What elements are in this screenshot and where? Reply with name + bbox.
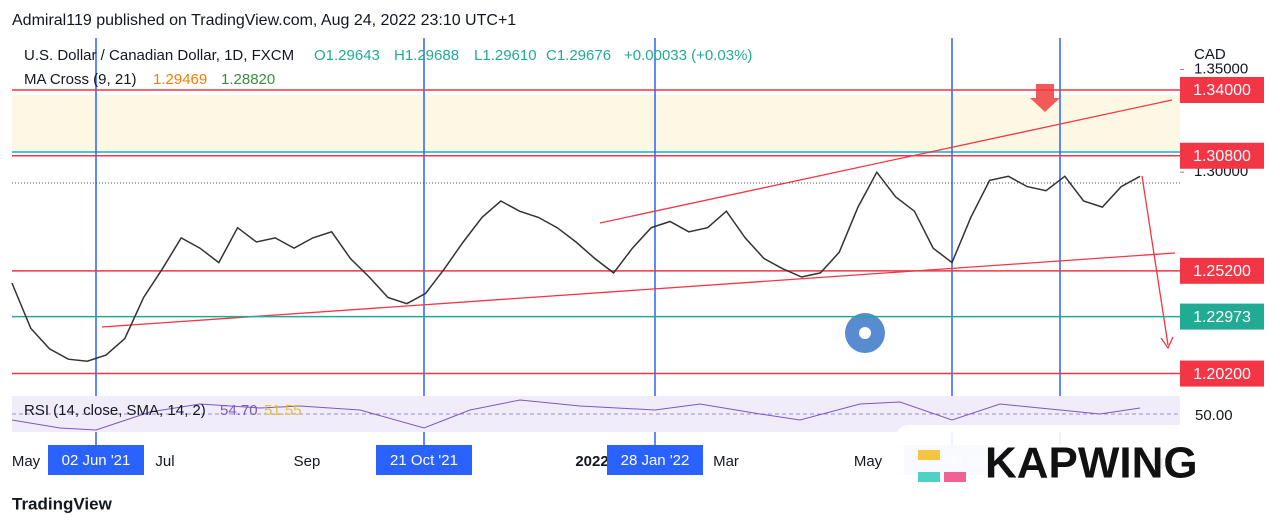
date-tag bbox=[48, 445, 144, 475]
rsi-value: 54.70 bbox=[220, 402, 258, 419]
x-tick-label: Sep bbox=[294, 453, 321, 470]
logo bbox=[944, 472, 966, 482]
ohlc-value: H1.29688 bbox=[394, 47, 459, 64]
ohlc-value: O1.29643 bbox=[314, 47, 380, 64]
level-tag bbox=[1180, 257, 1264, 284]
level-label: 1.30800 bbox=[1193, 148, 1251, 165]
date-label: 28 Jan '22 bbox=[621, 452, 690, 469]
x-tick-label: 2022 bbox=[575, 453, 608, 470]
rsi-line bbox=[11, 399, 1141, 431]
indicator-name: MA Cross (9, 21) bbox=[24, 71, 137, 88]
ohlc: O1.29643 H1.29688 L1.29610 C1.29676 +0.00033… bbox=[314, 47, 752, 64]
rsi-tick: 50.00 bbox=[1195, 407, 1233, 424]
level-label: 1.22973 bbox=[1193, 309, 1251, 326]
watermark: KAPWING bbox=[985, 439, 1198, 488]
level-label: 1.34000 bbox=[1193, 82, 1251, 99]
ma-fast: 1.29469 bbox=[153, 71, 207, 88]
logo bbox=[918, 472, 940, 482]
x-tick-label: May bbox=[12, 453, 41, 470]
x-tick-label: Jul bbox=[155, 453, 174, 470]
date-label: 21 Oct '21 bbox=[390, 452, 458, 469]
level-tag bbox=[1180, 142, 1264, 169]
date-label: 02 Jun '21 bbox=[62, 452, 131, 469]
x-tick-label: May bbox=[854, 453, 883, 470]
y-tick-label: 1.35000 bbox=[1194, 60, 1248, 77]
rsi-sma: 51.55 bbox=[264, 402, 302, 419]
level-tag bbox=[1180, 76, 1264, 103]
vlines bbox=[95, 38, 1061, 445]
level-tag bbox=[1180, 360, 1264, 387]
publisher: Admiral119 published on TradingView.com,… bbox=[12, 12, 516, 29]
zone bbox=[12, 95, 1180, 153]
rsi-label: RSI (14, close, SMA, 14, 2) bbox=[24, 402, 206, 419]
logo bbox=[918, 450, 940, 460]
level-tag bbox=[1180, 303, 1264, 330]
brand: TradingView bbox=[12, 494, 113, 513]
ohlc-value: C1.29676 bbox=[546, 47, 611, 64]
watermark-box bbox=[895, 425, 1265, 510]
level-label: 1.25200 bbox=[1193, 263, 1251, 280]
price-line bbox=[11, 170, 1141, 362]
ohlc-value: +0.00033 (+0.03%) bbox=[624, 47, 752, 64]
ma-slow: 1.28820 bbox=[221, 71, 275, 88]
level-label: 1.20200 bbox=[1193, 366, 1251, 383]
title: U.S. Dollar / Canadian Dollar, 1D, FXCM bbox=[24, 47, 294, 64]
date-tag bbox=[376, 445, 472, 475]
x-tick-label: Mar bbox=[713, 453, 739, 470]
down-arrow bbox=[1030, 84, 1060, 112]
ohlc-value: L1.29610 bbox=[474, 47, 537, 64]
currency: CAD bbox=[1194, 46, 1226, 63]
date-tag bbox=[607, 445, 703, 475]
eye-pupil bbox=[859, 327, 871, 339]
